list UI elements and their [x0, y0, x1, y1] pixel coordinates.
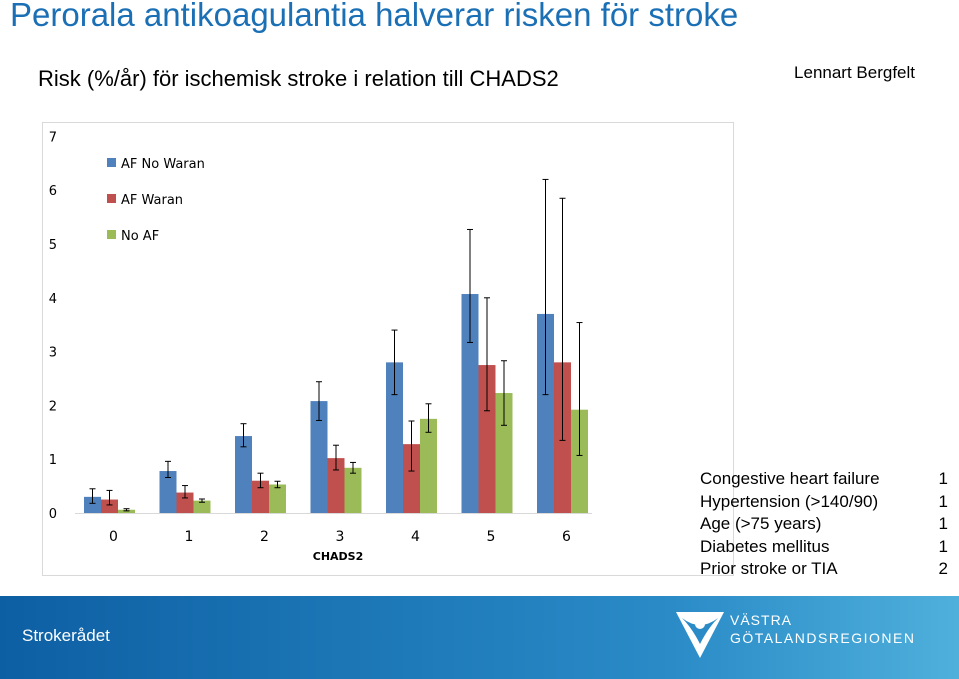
x-tick-label: 2: [260, 529, 269, 545]
vgr-logo: VÄSTRA GÖTALANDSREGIONEN: [672, 602, 914, 662]
bar: [118, 509, 135, 513]
logo-line1: VÄSTRA: [730, 612, 793, 628]
bar: [269, 484, 286, 513]
chads2-score-table: Congestive heart failure 1 Hypertension …: [700, 468, 948, 581]
legend-swatch: [107, 158, 116, 167]
bar: [403, 444, 420, 513]
bar: [235, 436, 252, 513]
bar: [461, 294, 479, 513]
bar: [420, 418, 437, 513]
bar: [101, 499, 118, 513]
score-row: Congestive heart failure 1: [700, 468, 948, 491]
x-axis-label: CHADS2: [313, 550, 364, 563]
legend-label: AF Waran: [121, 193, 183, 208]
y-tick-label: 1: [49, 453, 57, 468]
y-tick-label: 7: [49, 130, 57, 145]
bar: [571, 409, 588, 513]
x-tick-label: 4: [411, 529, 420, 545]
x-tick-label: 3: [336, 529, 345, 545]
bar: [327, 458, 345, 513]
score-points: 1: [938, 491, 948, 511]
bar: [386, 362, 403, 513]
x-tick-label: 5: [487, 529, 496, 545]
score-row: Hypertension (>140/90) 1: [700, 491, 948, 514]
legend-label: No AF: [121, 229, 159, 244]
bar: [344, 467, 362, 513]
bar: [478, 365, 496, 513]
y-tick-label: 0: [49, 507, 57, 522]
score-points: 1: [938, 514, 948, 533]
score-points: 1: [938, 469, 948, 488]
x-tick-label: 1: [185, 529, 194, 545]
score-label: Congestive heart failure: [700, 469, 880, 488]
bar: [310, 401, 328, 513]
legend-swatch: [107, 194, 116, 203]
bar: [495, 393, 513, 513]
organization-name: Strokerådet: [22, 626, 110, 645]
score-row: Diabetes mellitus 1: [700, 536, 948, 559]
score-label: Prior stroke or TIA: [700, 559, 838, 578]
x-tick-label: 0: [109, 529, 118, 545]
bar: [84, 496, 101, 513]
y-tick-label: 2: [49, 399, 57, 414]
score-label: Diabetes mellitus: [700, 536, 830, 556]
score-row: Prior stroke or TIA 2: [700, 558, 948, 581]
x-tick-label: 6: [562, 529, 571, 545]
bar: [193, 500, 211, 513]
score-row: Age (>75 years) 1: [700, 513, 948, 536]
page-title: Perorala antikoagulantia halverar risken…: [10, 0, 739, 33]
bar: [176, 492, 194, 513]
author-name: Lennart Bergfelt: [794, 63, 915, 82]
legend-swatch: [107, 230, 116, 239]
score-points: 1: [938, 536, 948, 556]
score-label: Age (>75 years): [700, 514, 822, 533]
footer-bar: Strokerådet VÄSTRA GÖTALANDSREGIONEN: [0, 596, 959, 679]
y-tick-label: 4: [49, 292, 57, 307]
chart-subtitle: Risk (%/år) för ischemisk stroke i relat…: [38, 66, 559, 91]
score-points: 2: [938, 559, 948, 578]
logo-line2: GÖTALANDSREGIONEN: [730, 630, 916, 646]
bar: [252, 480, 269, 513]
vgr-emblem-icon: [676, 612, 724, 658]
legend-label: AF No Waran: [121, 157, 205, 172]
bar: [159, 471, 177, 513]
y-tick-label: 5: [49, 238, 57, 253]
score-label: Hypertension (>140/90): [700, 491, 879, 511]
y-tick-label: 3: [49, 346, 57, 361]
bar: [537, 313, 554, 513]
y-tick-label: 6: [49, 184, 57, 199]
